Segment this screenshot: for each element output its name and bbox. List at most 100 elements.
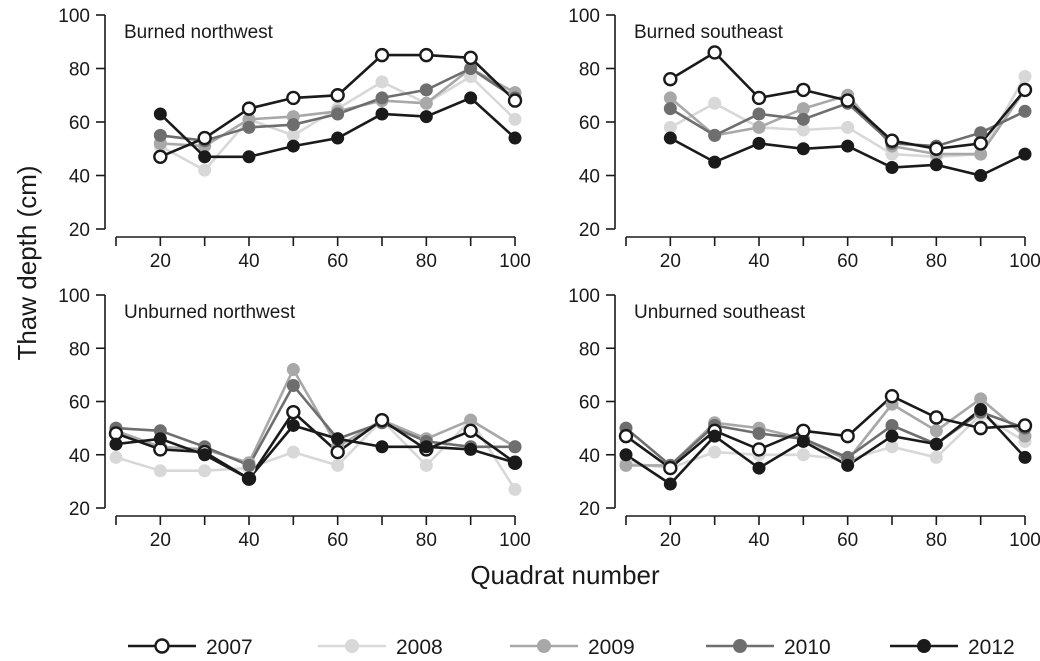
- data-point-2008: [841, 120, 855, 134]
- data-point-2012: [375, 107, 389, 121]
- x-tick-label: 100: [499, 530, 531, 551]
- legend-item-2007: 2007: [128, 636, 253, 659]
- x-tick-label: 40: [238, 251, 259, 272]
- data-point-2008: [1018, 70, 1032, 84]
- data-point-2012: [153, 432, 167, 446]
- data-point-2007: [973, 136, 988, 151]
- data-point-2008: [375, 75, 389, 89]
- panel-title: Burned southeast: [634, 22, 784, 43]
- series-line-2007: [625, 394, 1026, 470]
- data-point-2012: [419, 440, 433, 454]
- data-point-2010: [331, 107, 345, 121]
- y-tick-label: 60: [579, 113, 600, 134]
- data-point-2012: [752, 461, 766, 475]
- chart-panel: 20 40 60 80 100 20 40 60 80 100 Unburned southeast: [568, 286, 1040, 551]
- legend-item-2010: 2010: [706, 636, 831, 659]
- x-tick-label: 20: [660, 251, 681, 272]
- y-tick-label: 100: [568, 286, 600, 307]
- panel-title: Unburned southeast: [634, 302, 806, 323]
- data-point-2012: [841, 139, 855, 153]
- data-point-2010: [1018, 104, 1032, 118]
- x-tick-label: 100: [1009, 251, 1040, 272]
- data-point-2012: [974, 169, 988, 182]
- data-point-2007: [153, 149, 168, 164]
- data-point-2012: [198, 448, 212, 462]
- x-tick-label: 40: [748, 530, 769, 551]
- data-point-2010: [752, 107, 766, 121]
- y-tick-label: 100: [58, 6, 90, 27]
- y-tick-label: 60: [579, 393, 600, 414]
- data-point-2007: [796, 82, 811, 98]
- legend-item-2008: 2008: [318, 636, 443, 659]
- data-point-2007: [884, 133, 900, 148]
- data-point-2007: [663, 71, 678, 87]
- data-point-2007: [751, 90, 767, 106]
- x-tick-label: 80: [926, 530, 947, 551]
- legend-marker: [733, 639, 747, 653]
- y-axis-label: Thaw depth (cm): [12, 165, 42, 360]
- x-tick-label: 20: [150, 530, 171, 551]
- x-tick-label: 80: [926, 251, 947, 272]
- legend-marker: [917, 639, 931, 653]
- data-point-2008: [708, 96, 722, 110]
- x-tick-label: 60: [327, 251, 348, 272]
- x-tick-label: 40: [238, 530, 259, 551]
- data-point-2007: [929, 410, 944, 425]
- series-line-2008: [115, 418, 517, 491]
- chart-panel: 20 40 60 80 100 20 40 60 80 100 Burned northwest: [58, 6, 531, 272]
- series-line-2010: [115, 383, 515, 468]
- data-point-2008: [419, 458, 433, 472]
- data-point-2012: [242, 150, 256, 164]
- data-point-2007: [840, 93, 855, 108]
- data-point-2007: [463, 423, 478, 438]
- data-point-2012: [331, 131, 345, 145]
- x-tick-label: 60: [837, 530, 858, 551]
- data-point-2012: [974, 402, 988, 416]
- y-tick-label: 100: [58, 286, 90, 307]
- y-tick-label: 40: [69, 167, 90, 188]
- data-point-2010: [663, 102, 677, 116]
- data-point-2007: [840, 428, 855, 444]
- data-point-2012: [885, 429, 899, 443]
- panel-title: Burned northwest: [124, 22, 274, 43]
- x-tick-label: 80: [416, 530, 437, 551]
- x-tick-label: 100: [499, 251, 531, 272]
- data-point-2007: [1017, 418, 1033, 433]
- x-tick-label: 100: [1009, 530, 1040, 551]
- data-point-2007: [374, 47, 390, 63]
- y-tick-label: 20: [69, 499, 90, 520]
- legend-label: 2010: [784, 636, 831, 656]
- legend-label: 2007: [206, 636, 253, 656]
- data-point-2008: [198, 163, 212, 177]
- data-point-2012: [242, 472, 256, 486]
- y-tick-label: 60: [69, 113, 90, 134]
- data-point-2007: [330, 444, 345, 460]
- series-line-2012: [115, 424, 516, 481]
- data-point-2008: [198, 464, 212, 478]
- data-point-2012: [841, 458, 855, 472]
- data-point-2010: [286, 118, 300, 132]
- data-point-2010: [375, 91, 389, 105]
- data-point-2008: [796, 448, 810, 462]
- legend-marker: [154, 638, 170, 654]
- series-line-2012: [625, 407, 1026, 486]
- data-point-2010: [508, 440, 522, 454]
- data-point-2010: [708, 128, 722, 142]
- legend-marker: [345, 639, 359, 653]
- data-point-2007: [663, 460, 678, 476]
- chart-panel: 20 40 60 80 100 20 40 60 80 100 Unburned northwest: [58, 286, 531, 551]
- data-point-2007: [463, 50, 478, 65]
- data-point-2007: [707, 45, 722, 60]
- panels: 20 40 60 80 100 20 40 60 80 100 Burned northwest 20…: [58, 6, 1040, 551]
- data-point-2008: [508, 112, 522, 126]
- data-point-2007: [507, 93, 523, 108]
- data-point-2012: [752, 136, 766, 150]
- chart-panel: 20 40 60 80 100 20 40 60 80 100 Burned southeast: [568, 6, 1040, 272]
- data-point-2007: [330, 88, 345, 103]
- data-point-2007: [241, 101, 257, 116]
- y-tick-label: 20: [579, 220, 600, 241]
- data-point-2012: [885, 160, 899, 174]
- data-point-2008: [708, 445, 722, 459]
- data-point-2012: [929, 158, 943, 172]
